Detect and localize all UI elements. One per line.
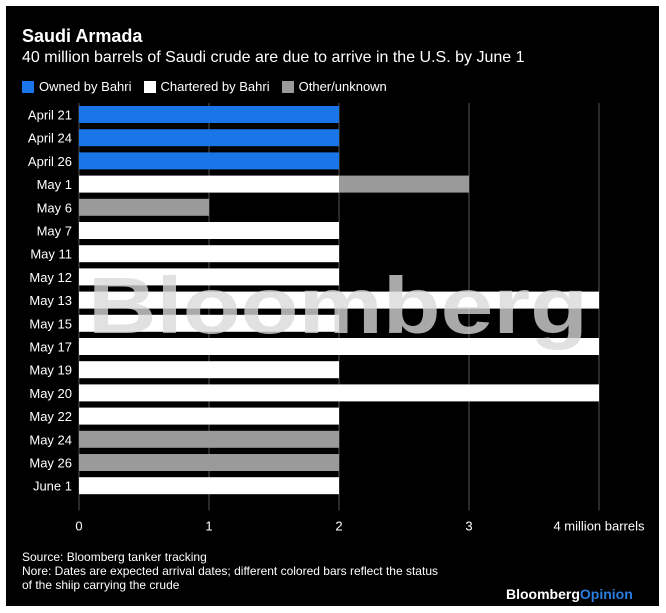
legend-label-chartered: Chartered by Bahri: [160, 79, 270, 94]
bar-may-17-chartered-by-bahri: [79, 338, 599, 355]
category-label-may-22: May 22: [29, 409, 72, 424]
bar-may-1-other-unknown: [339, 175, 469, 193]
legend-swatch-other: [281, 80, 294, 93]
category-label-may-20: May 20: [29, 386, 72, 401]
bar-april-21-owned-by-bahri: [79, 106, 339, 123]
bloomberg-watermark: Bloomberg: [88, 261, 588, 350]
bar-may-11-chartered-by-bahri: [79, 245, 339, 263]
note-line-1: Nore: Dates are expected arrival dates; …: [22, 564, 438, 578]
bar-june-1-chartered-by-bahri: [79, 477, 339, 495]
x-axis-ticks: 0 1 2 3 4 million barrels: [75, 518, 645, 533]
bar-may-20-chartered-by-bahri: [79, 384, 599, 402]
bar-may-19-chartered-by-bahri: [79, 361, 339, 379]
brand-accent: Opinion: [579, 586, 633, 602]
category-label-may-24: May 24: [29, 432, 72, 447]
legend-swatch-owned: [22, 80, 34, 93]
legend-item-other: Other/unknown: [281, 79, 387, 94]
brand-main: Bloomberg: [506, 586, 580, 602]
category-label-april-21: April 21: [28, 108, 72, 123]
source-note: Source: Bloomberg tanker tracking: [22, 550, 207, 564]
bar-april-24-owned-by-bahri: [79, 129, 339, 147]
category-label-may-26: May 26: [29, 456, 72, 471]
category-label-may-12: May 12: [29, 270, 72, 285]
x-tick-label-2: 2: [335, 518, 342, 533]
category-labels: April 21 April 24 April 26 May 1 May 6 May 7 M…: [28, 108, 72, 494]
bar-may-6-other-unknown: [79, 198, 209, 216]
note-line-2: of the shiip carrying the crude: [22, 578, 180, 592]
bar-chart: April 21 April 24 April 26 May 1 May 6 May 7 M…: [28, 103, 645, 533]
brand-logo: BloombergOpinion: [506, 586, 633, 602]
chart-title: Saudi Armada: [22, 26, 143, 46]
bar-may-7-chartered-by-bahri: [79, 222, 339, 239]
bar-may-15-chartered-by-bahri: [79, 314, 339, 332]
category-label-may-6: May 6: [37, 200, 72, 215]
x-tick-label-0: 0: [75, 518, 82, 533]
legend-label-other: Other/unknown: [298, 79, 387, 94]
category-label-april-24: April 24: [28, 131, 72, 146]
bar-may-12-chartered-by-bahri: [79, 268, 339, 286]
category-label-may-13: May 13: [29, 293, 72, 308]
category-label-june-1: June 1: [33, 479, 72, 494]
bar-may-24-other-unknown: [79, 430, 339, 448]
bar-may-1-chartered-by-bahri: [79, 175, 339, 193]
category-label-may-17: May 17: [29, 340, 72, 355]
x-tick-label-4: 4 million barrels: [553, 518, 645, 533]
bar-may-26-other-unknown: [79, 454, 339, 471]
bar-april-26-owned-by-bahri: [79, 152, 339, 170]
chart-subtitle: 40 million barrels of Saudi crude are du…: [22, 49, 525, 66]
legend-swatch-chartered: [143, 80, 156, 93]
x-tick-label-3: 3: [465, 518, 472, 533]
x-tick-label-1: 1: [205, 518, 212, 533]
category-label-may-7: May 7: [37, 224, 72, 239]
bar-may-22-chartered-by-bahri: [79, 407, 339, 425]
chart-frame: Saudi Armada 40 million barrels of Saudi…: [6, 6, 659, 606]
legend: Owned by Bahri Chartered by Bahri Other/…: [22, 79, 399, 94]
footer: Source: Bloomberg tanker tracking Nore: …: [22, 550, 502, 592]
category-label-may-11: May 11: [30, 247, 72, 262]
category-label-april-26: April 26: [28, 154, 72, 169]
legend-item-owned: Owned by Bahri: [22, 79, 132, 94]
watermark: Bloomberg: [88, 261, 588, 350]
legend-item-chartered: Chartered by Bahri: [143, 79, 270, 94]
category-label-may-19: May 19: [29, 363, 72, 378]
bar-may-13-chartered-by-bahri: [79, 291, 599, 309]
legend-label-owned: Owned by Bahri: [39, 79, 132, 94]
category-label-may-15: May 15: [29, 316, 72, 331]
category-label-may-1: May 1: [37, 177, 72, 192]
bars: [79, 106, 599, 495]
